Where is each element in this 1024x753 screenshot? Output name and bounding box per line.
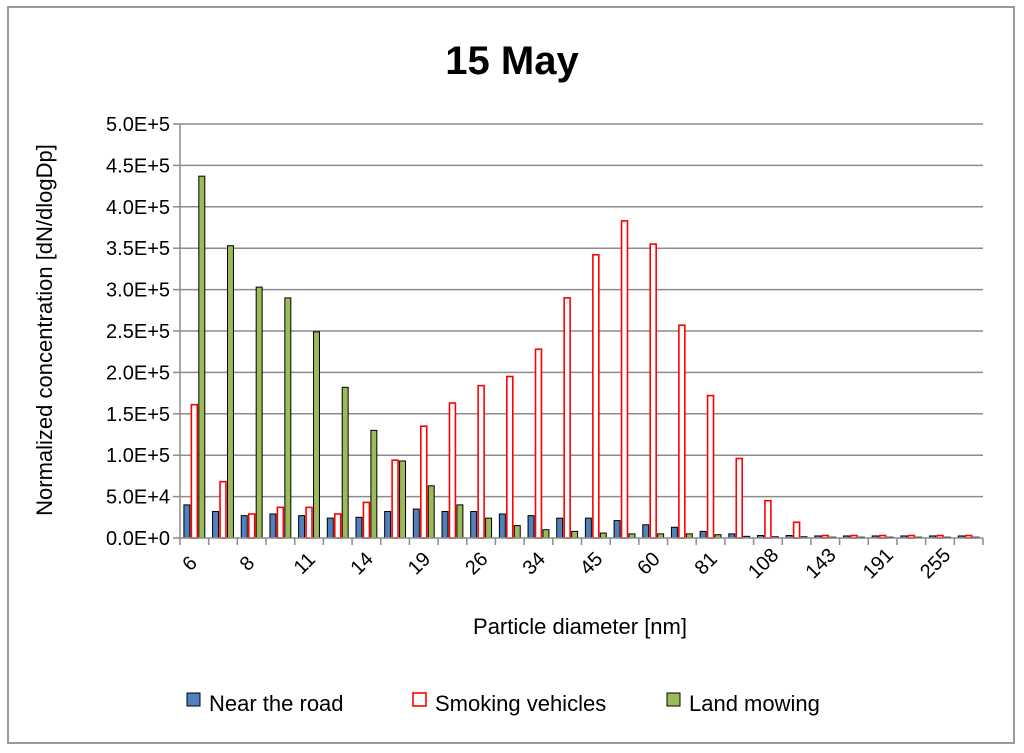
bar-near-the-road (384, 511, 392, 539)
bar-smoking-vehicles (362, 501, 371, 539)
bar-near-the-road (642, 524, 650, 539)
bar-smoking-vehicles (563, 297, 571, 539)
legend-label: Smoking vehicles (435, 691, 606, 716)
bar-smoking-vehicles (333, 513, 342, 539)
bar-near-the-road (355, 516, 363, 539)
x-tick-label: 19 (404, 548, 435, 579)
gridlines (173, 123, 983, 539)
bar-near-the-road (441, 511, 449, 539)
bars-group (183, 175, 980, 539)
bar-smoking-vehicles (534, 348, 543, 539)
bar-smoking-vehicles (678, 324, 686, 539)
bar-smoking-vehicles (592, 254, 600, 539)
chart-frame (7, 6, 1015, 744)
bar-land-mowing (226, 245, 234, 539)
chart-title: 15 May (445, 39, 579, 83)
x-tick-label: 191 (859, 544, 898, 583)
x-tick-label: 8 (236, 552, 259, 575)
bar-smoking-vehicles (391, 459, 399, 539)
x-tick-label: 81 (691, 548, 722, 579)
bar-land-mowing (427, 485, 435, 539)
x-tick-label: 26 (461, 548, 492, 579)
bar-smoking-vehicles (620, 220, 629, 539)
y-axis-title: Normalized concentration [dN/dlogDp] (32, 144, 57, 516)
x-tick-label: 60 (633, 548, 664, 579)
bar-near-the-road (670, 526, 678, 539)
x-tick-label: 6 (178, 552, 201, 575)
bar-near-the-road (326, 517, 334, 539)
y-tick-label: 2.5E+5 (106, 321, 170, 343)
bar-smoking-vehicles (219, 480, 227, 539)
axes-group (179, 124, 984, 545)
y-tick-label: 5.0E+5 (106, 114, 170, 136)
bar-near-the-road (269, 513, 277, 539)
bar-smoking-vehicles (735, 457, 744, 539)
bar-smoking-vehicles (764, 499, 772, 539)
x-tick-label: 108 (744, 544, 783, 583)
y-tick-label: 4.5E+5 (106, 155, 170, 177)
bar-land-mowing (284, 297, 292, 539)
x-tick-label: 143 (801, 544, 840, 583)
bar-near-the-road (613, 520, 621, 539)
bar-land-mowing (198, 175, 206, 539)
x-tick-label: 34 (519, 548, 550, 579)
y-tick-label: 3.5E+5 (106, 238, 170, 260)
y-tick-label: 4.0E+5 (106, 197, 170, 219)
bar-smoking-vehicles (276, 506, 285, 539)
bar-land-mowing (341, 386, 349, 539)
bar-smoking-vehicles (477, 384, 485, 539)
bar-smoking-vehicles (792, 521, 801, 539)
bar-smoking-vehicles (247, 513, 256, 539)
bar-smoking-vehicles (190, 403, 199, 539)
legend-label: Near the road (209, 691, 344, 716)
y-tick-label: 3.0E+5 (106, 280, 170, 302)
bar-land-mowing (513, 525, 521, 539)
bar-near-the-road (498, 513, 506, 539)
x-tick-labels: 6 8 11 14 19 26 34 45 60 81 108 143 191 255 (178, 544, 955, 583)
bar-land-mowing (399, 460, 407, 539)
bar-land-mowing (255, 286, 263, 539)
bar-land-mowing (571, 530, 579, 539)
bar-smoking-vehicles (448, 402, 457, 539)
bar-near-the-road (584, 517, 592, 539)
bar-near-the-road (527, 515, 535, 539)
bar-land-mowing (485, 517, 493, 539)
y-tick-label: 1.0E+5 (106, 445, 170, 467)
y-tick-label: 1.5E+5 (106, 404, 170, 426)
bar-near-the-road (470, 511, 478, 539)
legend: Near the road Smoking vehicles Land mowing (186, 691, 820, 716)
bar-near-the-road (412, 508, 420, 539)
bar-land-mowing (370, 429, 378, 539)
bar-near-the-road (212, 511, 220, 539)
x-tick-label: 255 (916, 544, 955, 583)
legend-swatch (666, 692, 681, 707)
x-tick-label: 14 (347, 548, 378, 579)
legend-swatch (186, 692, 201, 707)
bar-smoking-vehicles (649, 243, 657, 539)
bar-smoking-vehicles (506, 375, 514, 539)
x-tick-label: 11 (290, 549, 320, 579)
x-tick-label: 45 (576, 548, 607, 579)
bar-land-mowing (313, 331, 320, 539)
bar-near-the-road (240, 515, 248, 539)
bar-near-the-road (556, 517, 564, 539)
bar-near-the-road (183, 504, 191, 539)
bar-near-the-road (298, 515, 306, 539)
legend-swatch (412, 692, 427, 707)
bar-smoking-vehicles (419, 425, 428, 539)
bar-land-mowing (542, 529, 550, 539)
x-axis-title: Particle diameter [nm] (473, 614, 687, 639)
y-tick-label: 2.0E+5 (106, 362, 170, 384)
bar-smoking-vehicles (305, 506, 313, 539)
y-tick-label: 0.0E+0 (106, 528, 170, 550)
bar-land-mowing (456, 504, 464, 539)
bar-smoking-vehicles (706, 394, 715, 539)
bar-near-the-road (699, 530, 707, 539)
y-tick-label: 5.0E+4 (106, 487, 170, 509)
y-tick-labels: 0.0E+0 5.0E+4 1.0E+5 1.5E+5 2.0E+5 2.5E+5 3.0E… (106, 114, 170, 550)
legend-label: Land mowing (689, 691, 820, 716)
